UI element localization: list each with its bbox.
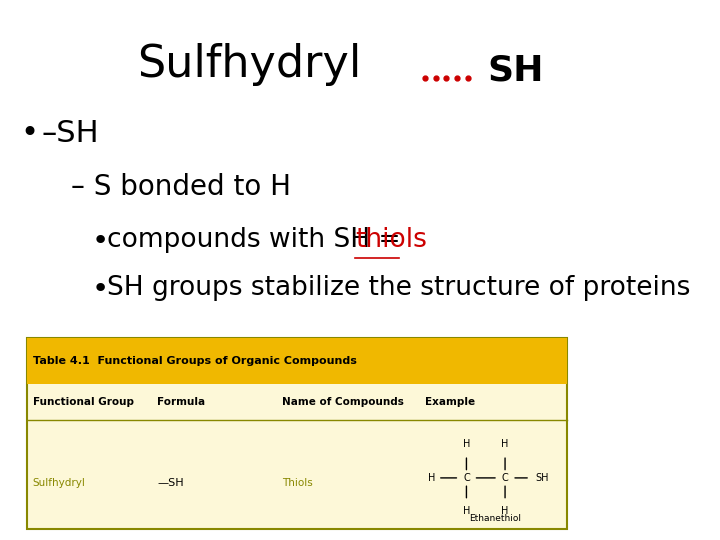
Text: Formula: Formula bbox=[158, 397, 206, 407]
Text: compounds with SH =: compounds with SH = bbox=[107, 227, 409, 253]
Text: H: H bbox=[501, 507, 509, 516]
Text: Table 4.1  Functional Groups of Organic Compounds: Table 4.1 Functional Groups of Organic C… bbox=[32, 355, 356, 366]
Text: Sulfhydryl: Sulfhydryl bbox=[32, 478, 86, 488]
Text: –SH: –SH bbox=[42, 119, 99, 148]
Text: C: C bbox=[463, 473, 470, 483]
Text: Functional Group: Functional Group bbox=[32, 397, 134, 407]
Text: •: • bbox=[92, 227, 109, 255]
Text: Sulfhydryl: Sulfhydryl bbox=[138, 43, 361, 86]
Text: H: H bbox=[501, 440, 509, 449]
Text: •: • bbox=[92, 275, 109, 303]
Text: Name of Compounds: Name of Compounds bbox=[282, 397, 404, 407]
Text: SH: SH bbox=[535, 473, 549, 483]
Text: Example: Example bbox=[425, 397, 475, 407]
Text: SH: SH bbox=[487, 53, 544, 87]
Text: thiols: thiols bbox=[356, 227, 427, 253]
Text: Thiols: Thiols bbox=[282, 478, 313, 488]
FancyBboxPatch shape bbox=[27, 338, 567, 529]
Text: —SH: —SH bbox=[158, 478, 184, 488]
Text: – S bonded to H: – S bonded to H bbox=[71, 173, 292, 201]
Text: •: • bbox=[21, 119, 39, 148]
FancyBboxPatch shape bbox=[27, 338, 567, 383]
Text: Ethanethiol: Ethanethiol bbox=[469, 514, 521, 523]
Text: H: H bbox=[463, 440, 470, 449]
Text: H: H bbox=[463, 507, 470, 516]
Text: C: C bbox=[502, 473, 508, 483]
Text: SH groups stabilize the structure of proteins: SH groups stabilize the structure of pro… bbox=[107, 275, 690, 301]
Text: H: H bbox=[428, 473, 436, 483]
